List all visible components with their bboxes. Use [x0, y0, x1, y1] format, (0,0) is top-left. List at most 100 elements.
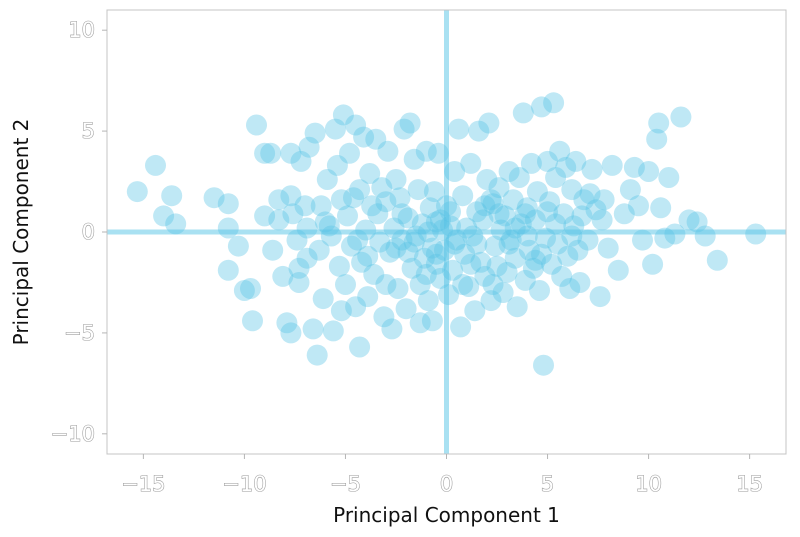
data-point	[628, 195, 649, 217]
data-point	[280, 142, 302, 164]
data-point	[472, 209, 494, 231]
data-point	[417, 290, 439, 312]
data-point	[339, 142, 360, 164]
data-point	[559, 278, 581, 299]
data-point	[450, 316, 472, 338]
data-point	[357, 245, 379, 267]
data-point	[381, 318, 403, 340]
data-point	[397, 241, 419, 263]
data-point	[405, 225, 427, 247]
data-point	[658, 167, 680, 188]
data-point	[260, 142, 282, 164]
data-point	[444, 161, 466, 182]
y-axis-ticks: −10 −5 0 5 10	[50, 18, 107, 446]
data-point	[518, 239, 540, 261]
data-point	[330, 300, 352, 322]
data-point	[332, 104, 354, 126]
data-point	[425, 253, 447, 275]
data-point	[470, 251, 492, 273]
data-point	[296, 217, 318, 239]
data-point	[272, 265, 294, 287]
data-point	[516, 225, 538, 247]
data-point	[387, 278, 409, 299]
data-point	[686, 211, 708, 233]
data-point	[432, 219, 453, 241]
data-point	[326, 154, 348, 176]
x-tick-label: −10	[222, 472, 266, 496]
data-point	[345, 296, 367, 318]
data-point	[349, 336, 371, 358]
data-point	[421, 310, 443, 332]
data-point	[383, 217, 405, 239]
data-point	[539, 191, 561, 213]
data-point	[452, 185, 474, 207]
data-point	[531, 243, 552, 265]
data-point	[555, 156, 577, 178]
data-point	[347, 229, 369, 251]
data-point	[468, 120, 490, 142]
data-point	[233, 280, 255, 301]
data-point	[462, 225, 484, 247]
data-point	[349, 179, 371, 201]
data-point	[520, 152, 542, 174]
data-point	[460, 253, 482, 275]
data-point	[504, 247, 526, 269]
data-point	[423, 181, 445, 203]
data-point	[557, 245, 579, 267]
data-point	[262, 239, 284, 261]
data-point	[322, 320, 344, 342]
data-point	[452, 274, 474, 295]
data-point	[482, 274, 504, 295]
data-point	[145, 154, 166, 176]
data-point	[393, 118, 415, 140]
data-point	[268, 189, 290, 211]
data-point	[375, 274, 397, 295]
y-tick-label: −10	[51, 422, 95, 446]
data-point	[415, 263, 437, 285]
data-point	[355, 219, 377, 241]
data-point	[444, 233, 466, 255]
data-point	[379, 241, 401, 263]
data-point	[448, 118, 470, 140]
data-point	[492, 282, 514, 303]
data-point	[268, 209, 290, 231]
reference-lines	[107, 10, 786, 454]
data-point	[397, 207, 419, 229]
data-point	[363, 263, 385, 285]
data-point	[654, 227, 676, 249]
data-point	[375, 191, 397, 213]
x-axis-title: Principal Component 1	[333, 503, 560, 527]
data-point	[165, 213, 187, 235]
data-point	[500, 229, 522, 251]
y-tick-label: 10	[68, 18, 95, 42]
data-point	[427, 142, 449, 164]
x-tick-label: 0	[440, 472, 453, 496]
data-point	[357, 286, 379, 308]
data-point	[579, 183, 601, 205]
data-point	[466, 201, 488, 223]
data-point	[359, 163, 381, 184]
y-tick-label: 0	[82, 220, 95, 244]
data-point	[335, 274, 356, 295]
data-point	[391, 203, 413, 225]
data-point	[314, 211, 336, 233]
data-point	[413, 247, 435, 269]
data-point	[460, 152, 482, 174]
data-point	[343, 187, 364, 209]
data-point	[280, 322, 302, 344]
data-point	[227, 235, 249, 257]
data-point	[480, 189, 502, 211]
data-point	[458, 276, 480, 297]
data-point	[561, 179, 583, 201]
data-point	[569, 272, 591, 293]
data-point	[296, 247, 318, 269]
data-point	[419, 197, 441, 219]
data-point	[541, 253, 563, 275]
y-tick-label: −5	[64, 321, 95, 345]
data-point	[486, 255, 508, 277]
data-point	[585, 199, 607, 221]
data-point	[571, 205, 593, 227]
data-point	[650, 197, 672, 219]
data-point	[361, 195, 383, 217]
